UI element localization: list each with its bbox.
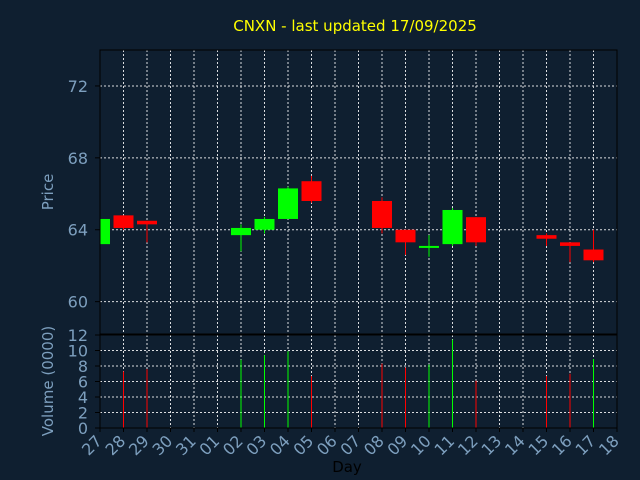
candle-body: [419, 245, 439, 248]
x-axis-label: Day: [332, 458, 362, 476]
candle-12: [466, 217, 486, 246]
chart-title: CNXN - last updated 17/09/2025: [233, 17, 477, 35]
candle-body: [113, 215, 134, 228]
candle-body: [301, 181, 322, 201]
candle-11: [442, 208, 463, 246]
price-axis-label: Price: [39, 174, 57, 211]
price-tick-label: 64: [68, 221, 88, 240]
volume-axes-frame: [99, 334, 618, 429]
candle-body: [536, 235, 557, 239]
volume-bars: [123, 339, 594, 428]
volume-tick-label: 8: [78, 357, 88, 376]
candlesticks: [99, 175, 604, 263]
candle-body: [231, 227, 251, 236]
volume-tick-label: 10: [68, 342, 88, 361]
x-tick-label: 18: [595, 431, 623, 459]
volume-tick-label: 2: [78, 404, 88, 423]
candle-09: [395, 229, 416, 255]
candle-27: [99, 218, 110, 246]
candle-body: [395, 229, 416, 243]
axes-frame: [99, 49, 618, 429]
candle-02: [231, 224, 251, 252]
candle-body: [278, 188, 298, 219]
candle-15: [536, 233, 557, 246]
candle-03: [254, 217, 275, 234]
volume-tick-label: 4: [78, 388, 88, 407]
price-tick-label: 68: [68, 149, 88, 168]
candle-body: [466, 217, 486, 243]
candle-17: [583, 229, 604, 263]
candle-16: [560, 242, 580, 263]
candle-10: [419, 235, 439, 257]
candle-body: [100, 218, 110, 245]
candle-body: [560, 242, 580, 246]
candle-29: [137, 220, 157, 243]
price-tick-label: 60: [68, 293, 88, 312]
volume-axis-label: Volume (0000): [39, 326, 57, 436]
volume-tick-label: 12: [68, 326, 88, 345]
volume-tick-label: 6: [78, 373, 88, 392]
candle-08: [372, 197, 392, 234]
candle-05: [301, 175, 322, 203]
candle-body: [583, 249, 604, 261]
candle-body: [372, 200, 392, 228]
price-axes-frame: [99, 49, 618, 335]
candle-body: [137, 220, 157, 225]
price-tick-label: 72: [68, 77, 88, 96]
volume-tick-label: 0: [78, 419, 88, 438]
candle-28: [113, 215, 134, 230]
candle-04: [278, 186, 298, 219]
candle-body: [254, 218, 275, 230]
candle-body: [442, 209, 463, 245]
